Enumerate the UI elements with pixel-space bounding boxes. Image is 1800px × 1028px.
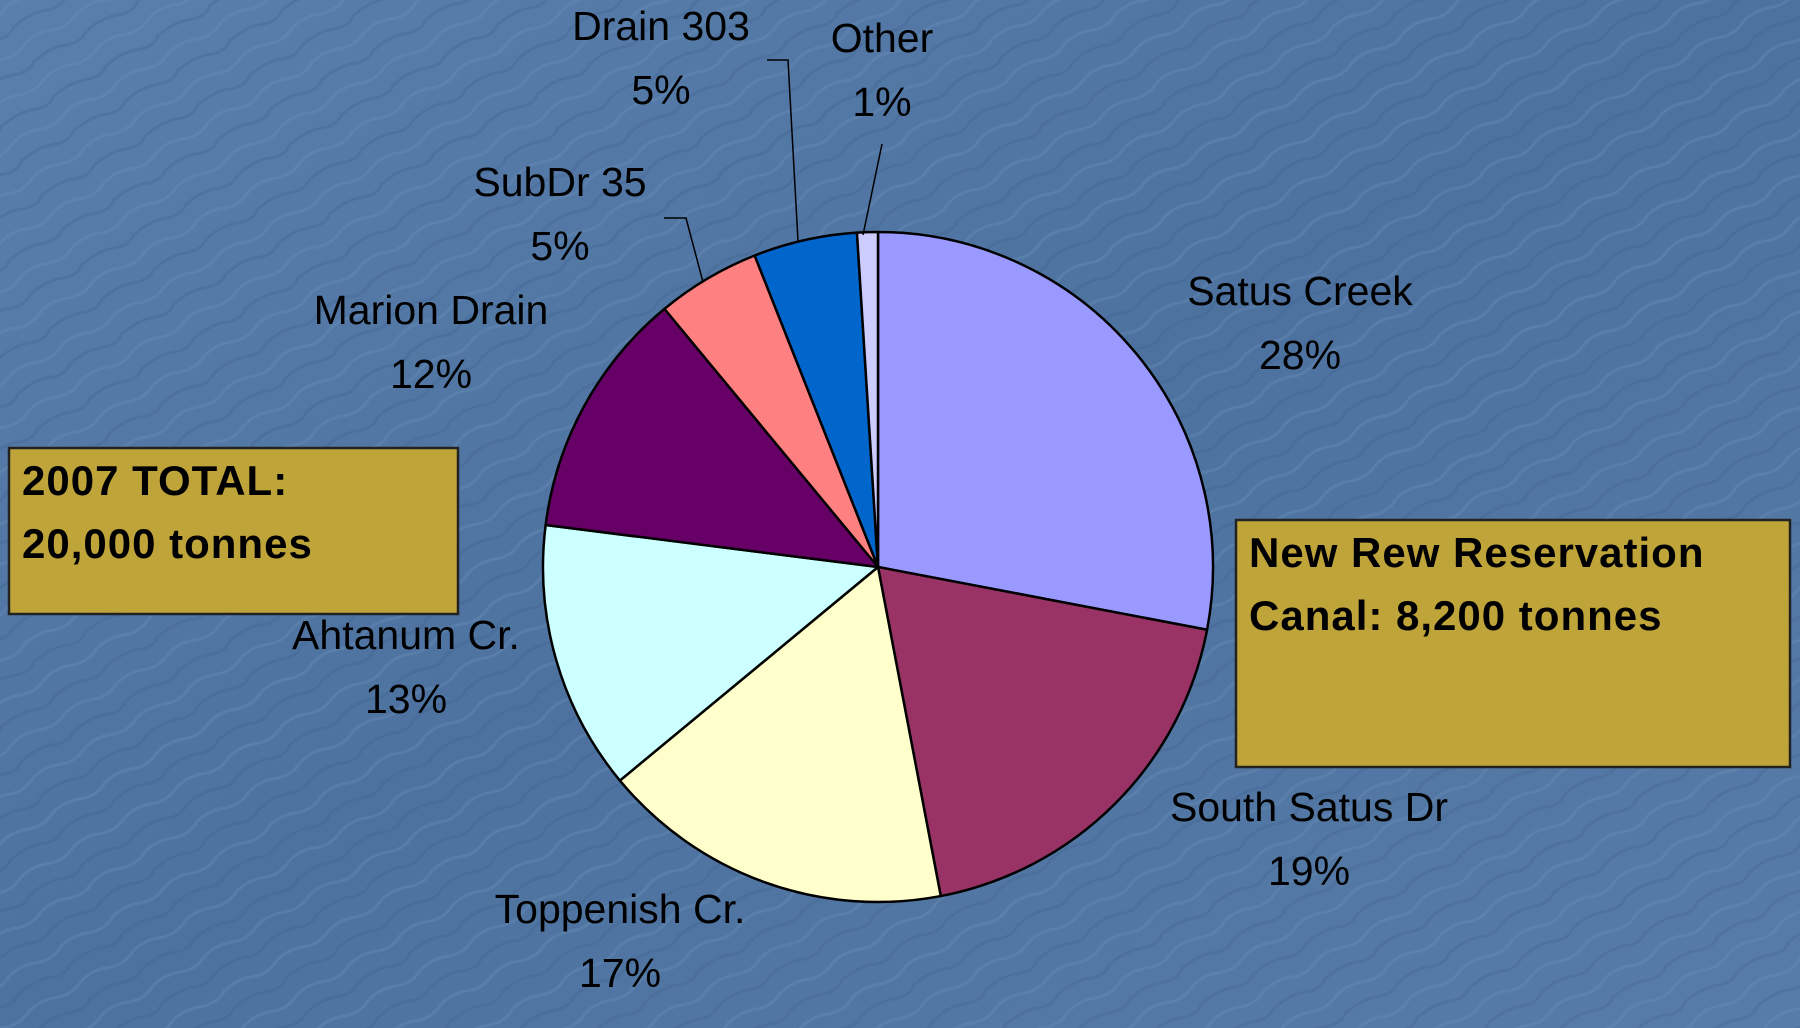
slice-percent: 1% (852, 79, 911, 125)
pie (541, 230, 1215, 904)
slice-label: Drain 303 (572, 3, 750, 49)
leader-line (767, 59, 799, 242)
pie-slice (855, 230, 880, 569)
slice-percent: 5% (631, 67, 690, 113)
slice-label: Other (831, 15, 934, 61)
annotation-text: Canal: 8,200 tonnes (1249, 592, 1662, 639)
slice-label: SubDr 35 (473, 159, 646, 205)
slice-label: Ahtanum Cr. (292, 612, 520, 658)
slice-percent: 13% (365, 676, 447, 722)
slice-percent: 17% (579, 950, 661, 996)
labels: Satus Creek 28% South Satus Dr 19% Toppenish… (292, 3, 1448, 996)
slice-label: Marion Drain (314, 287, 549, 333)
leader-line (664, 217, 704, 283)
annotation-text: 2007 TOTAL: (22, 457, 288, 504)
slice-label: Satus Creek (1187, 268, 1413, 314)
slice-label: South Satus Dr (1170, 784, 1448, 830)
annotation-text: 20,000 tonnes (22, 520, 313, 567)
slice-percent: 12% (390, 351, 472, 397)
slice-percent: 5% (530, 223, 589, 269)
leader-line (862, 143, 883, 236)
pie-slice (876, 565, 1209, 898)
slice-label: Toppenish Cr. (495, 886, 746, 932)
annotation-box (1234, 518, 1792, 769)
pie-slice (876, 230, 1215, 632)
slice-percent: 19% (1268, 848, 1350, 894)
slice-percent: 28% (1259, 332, 1341, 378)
pie-slice (544, 307, 880, 569)
pie-slice (618, 565, 943, 904)
annotation-text: New Rew Reservation (1249, 529, 1705, 576)
annotations: 2007 TOTAL: 20,000 tonnes New Rew Reservat… (7, 446, 1792, 769)
annotation-box (7, 446, 460, 616)
pie-slice (541, 523, 880, 782)
